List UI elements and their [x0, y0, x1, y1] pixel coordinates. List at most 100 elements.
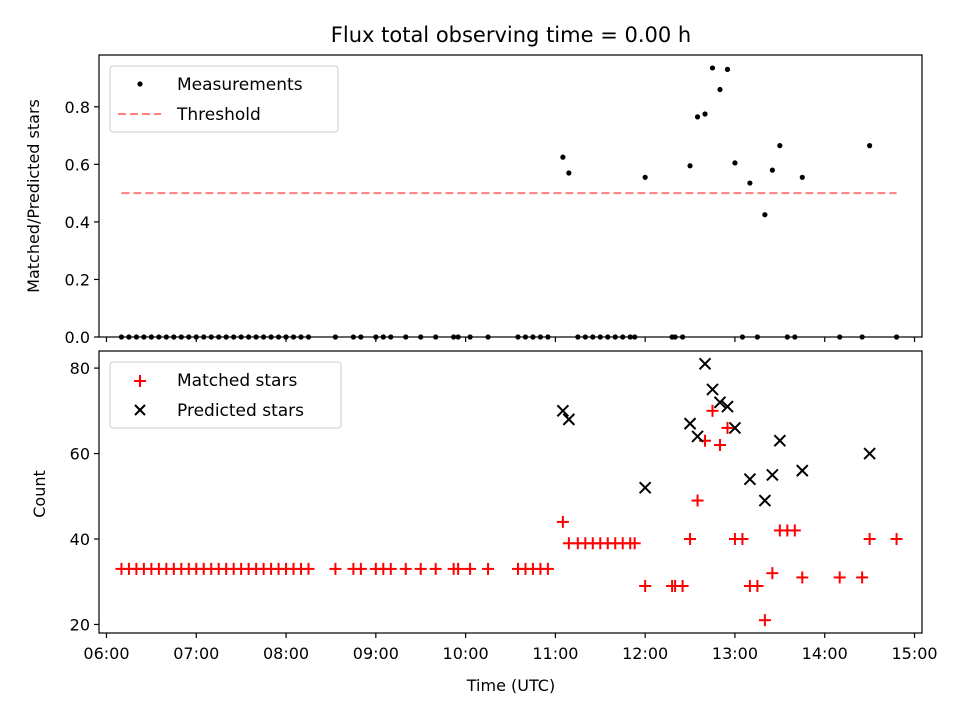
measurement-point — [867, 143, 873, 149]
measurement-point — [769, 167, 775, 173]
matched-stars-point — [482, 562, 495, 575]
x-tick-label: 14:00 — [802, 644, 848, 663]
predicted-stars-point — [773, 434, 787, 447]
measurement-point — [747, 180, 753, 186]
predicted-stars-point — [698, 357, 712, 371]
measurement-point — [762, 212, 768, 218]
predicted-stars-point — [683, 417, 697, 430]
top-y-ticks: 0.0 0.2 0.4 0.6 0.8 — [65, 98, 99, 347]
predicted-stars-point — [743, 472, 757, 486]
matched-stars-point — [464, 562, 477, 575]
predicted-stars-point — [562, 413, 576, 426]
top-axes-frame — [98, 54, 923, 338]
x-tick-label: 15:00 — [891, 644, 937, 663]
predicted-stars-point — [706, 383, 719, 396]
y-tick-label: 60 — [70, 445, 90, 464]
x-axis-label: Time (UTC) — [466, 676, 555, 695]
matched-stars-point — [556, 515, 569, 528]
x-tick-label: 07:00 — [173, 644, 219, 663]
matched-stars-point — [628, 537, 641, 550]
matched-stars-point — [766, 567, 779, 580]
y-tick-label: 0.2 — [65, 270, 90, 289]
matched-stars-point — [736, 533, 749, 545]
top-legend: Measurements Threshold — [109, 65, 339, 133]
y-tick-label: 80 — [70, 359, 90, 378]
measurement-point — [777, 143, 783, 149]
predicted-stars-point — [713, 396, 727, 409]
matched-stars-point — [329, 562, 342, 575]
top-x-ticks — [105, 337, 916, 342]
x-tick-label: 09:00 — [353, 644, 399, 663]
x-tick-label: 10:00 — [443, 644, 489, 663]
x-tick-label: 13:00 — [712, 644, 758, 663]
measurement-point — [642, 174, 648, 180]
matched-stars-point — [713, 439, 726, 451]
y-tick-label: 0.8 — [65, 98, 90, 117]
matched-stars-point — [541, 562, 554, 575]
y-tick-label: 0.0 — [65, 328, 90, 347]
matched-stars-point — [384, 562, 397, 575]
x-tick-label: 06:00 — [83, 644, 129, 663]
matched-stars-point — [429, 562, 442, 575]
measurement-point — [709, 65, 716, 71]
top-legend-box — [109, 65, 339, 133]
legend-predicted-label: Predicted stars — [177, 401, 304, 421]
matched-stars-point — [796, 571, 809, 584]
x-tick-label: 08:00 — [263, 644, 309, 663]
legend-measurements-label: Measurements — [177, 75, 303, 95]
y-tick-label: 40 — [70, 530, 90, 549]
legend-predicted-marker — [134, 404, 146, 416]
predicted-stars-point — [758, 494, 772, 507]
predicted-stars-point — [863, 447, 876, 460]
matched-stars-point — [721, 421, 734, 434]
matched-stars-point — [751, 580, 764, 592]
measurement-point — [560, 154, 566, 160]
predicted-stars-point — [691, 430, 704, 443]
top-y-axis-label: Matched/Predicted stars — [24, 99, 43, 293]
matched-stars-point — [890, 533, 903, 545]
predicted-stars-point — [796, 464, 809, 477]
matched-stars-point — [788, 524, 801, 537]
matched-stars-point — [452, 562, 465, 575]
bottom-x-ticks: 06:00 07:00 08:00 09:00 10:00 11:00 12:00 13:00… — [83, 633, 938, 663]
bottom-axes-frame — [98, 350, 923, 634]
predicted-stars-point — [638, 481, 652, 494]
matched-stars-point — [684, 533, 697, 545]
measurement-point — [702, 111, 708, 117]
y-tick-label: 0.4 — [65, 213, 90, 232]
matched-stars-point — [691, 494, 704, 507]
bottom-panel: Count Time (UTC) 20 40 60 80 06:00 07:00 08:0… — [30, 350, 938, 695]
measurement-point — [732, 160, 738, 166]
y-tick-label: 20 — [70, 615, 90, 634]
legend-matched-marker — [134, 375, 146, 387]
top-plot-area — [118, 65, 900, 340]
matched-stars-point — [706, 404, 719, 417]
series-matched-stars — [115, 404, 903, 627]
top-chart-title: Flux total observing time = 0.00 h — [331, 23, 691, 47]
bottom-y-axis-label: Count — [30, 470, 49, 518]
legend-matched-label: Matched stars — [177, 371, 297, 391]
predicted-stars-point — [766, 468, 779, 482]
matched-stars-point — [354, 562, 367, 575]
legend-threshold-label: Threshold — [176, 105, 261, 125]
matched-stars-point — [399, 562, 412, 575]
bottom-plot-area — [115, 357, 903, 627]
x-tick-label: 12:00 — [622, 644, 668, 663]
predicted-stars-point — [556, 404, 570, 418]
bottom-y-ticks: 20 40 60 80 — [70, 359, 99, 634]
x-tick-label: 11:00 — [532, 644, 578, 663]
bottom-legend-box — [109, 361, 342, 429]
measurement-point — [799, 174, 805, 180]
predicted-stars-point — [721, 400, 734, 413]
matched-stars-point — [863, 533, 876, 545]
legend-measurements-marker — [137, 81, 143, 87]
matched-stars-point — [639, 580, 652, 592]
measurement-point — [687, 163, 693, 169]
bottom-legend: Matched stars Predicted stars — [109, 361, 342, 429]
measurement-point — [566, 170, 572, 176]
measurement-point — [724, 66, 731, 72]
measurement-point — [694, 114, 701, 120]
series-predicted-stars — [556, 357, 876, 507]
predicted-stars-point — [728, 421, 742, 435]
